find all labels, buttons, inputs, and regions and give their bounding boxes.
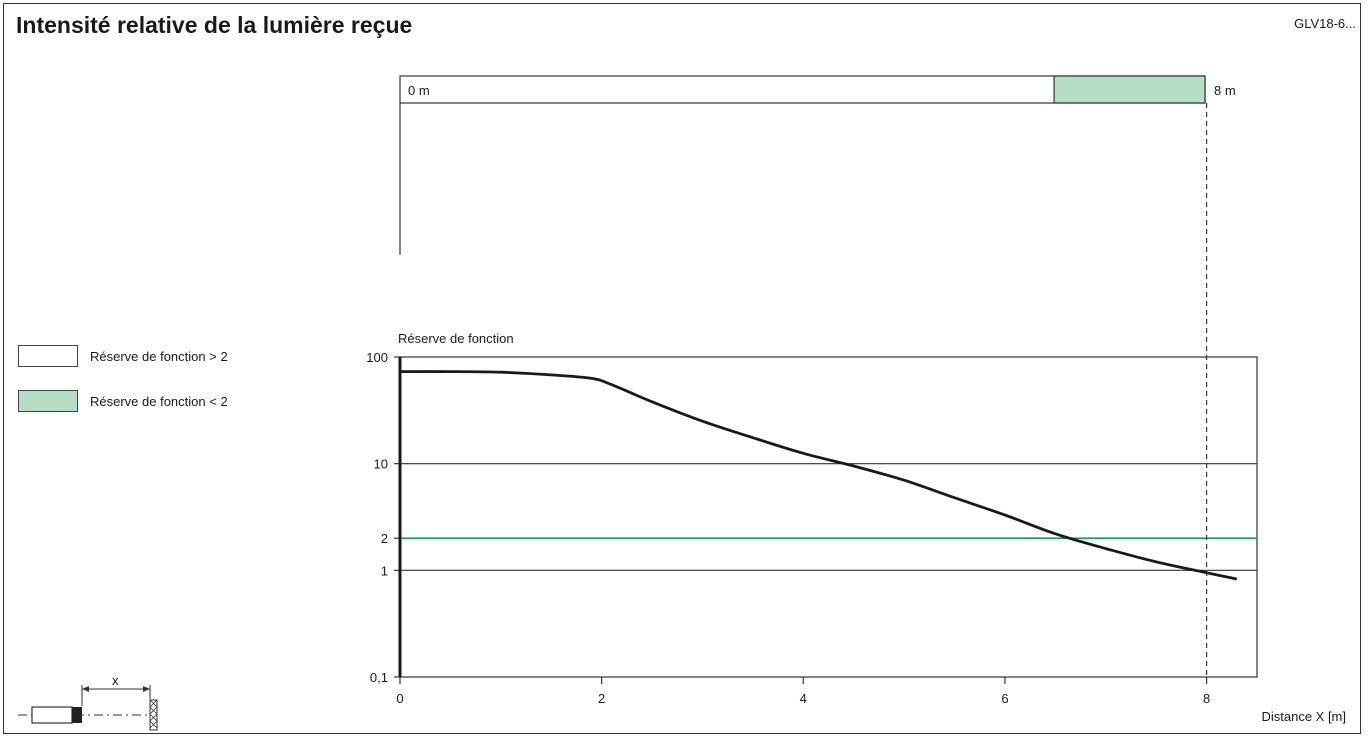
reflector-icon (149, 699, 158, 731)
legend-swatch-white (18, 345, 78, 367)
y-tick-label: 1 (381, 563, 388, 578)
plot-area: 0,1 1 2 10 100 0 2 4 6 8 Réserve de fonction Distan… (366, 103, 1346, 724)
sensor-lens-icon (72, 707, 82, 723)
reflector-hatch-icon (149, 699, 158, 729)
sensor-body-icon (31, 706, 73, 724)
x-axis-title: Distance X [m] (1261, 709, 1346, 724)
y-tick-label: 2 (381, 531, 388, 546)
page-title: Intensité relative de la lumière reçue (16, 12, 413, 38)
x-tick-label: 0 (396, 691, 403, 706)
figure-frame (3, 3, 1361, 734)
y-tick-label: 10 (374, 457, 388, 472)
x-tick-label: 2 (598, 691, 605, 706)
legend-label-below-2: Réserve de fonction < 2 (90, 393, 228, 409)
x-tick-label: 6 (1001, 691, 1008, 706)
plot-frame (399, 356, 1258, 678)
dimension-label: x (112, 673, 119, 688)
dimension-arrowheads-icon (82, 686, 150, 692)
product-reference: GLV18-6... (1294, 16, 1356, 31)
x-tick-label: 4 (800, 691, 807, 706)
range-bar-start-label: 0 m (408, 83, 430, 98)
series-line-0 (399, 370, 1238, 581)
legend-item-below-2: Réserve de fonction < 2 (18, 390, 228, 412)
y-tick-label: 0,1 (370, 670, 388, 685)
legend-item-above-2: Réserve de fonction > 2 (18, 345, 228, 367)
legend-swatch-green (18, 390, 78, 412)
y-tick-label: 100 (366, 350, 388, 365)
range-bar-end-label: 8 m (1214, 83, 1236, 98)
legend-label-above-2: Réserve de fonction > 2 (90, 348, 228, 364)
range-bar-reserve-below-2 (1053, 75, 1206, 104)
sensor-diagram: x (18, 673, 158, 731)
x-tick-label: 8 (1203, 691, 1210, 706)
y-axis-title: Réserve de fonction (398, 331, 514, 346)
